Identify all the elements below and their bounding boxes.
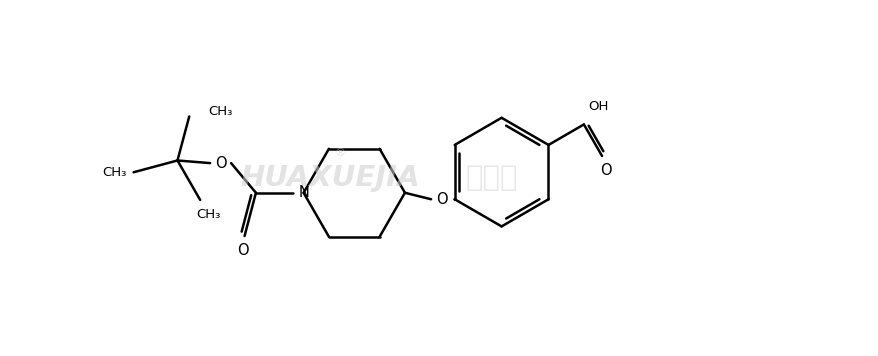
Text: 化学加: 化学加 <box>465 164 517 192</box>
Text: OH: OH <box>587 100 608 114</box>
Text: O: O <box>237 244 248 258</box>
Text: O: O <box>435 192 447 207</box>
Text: ®: ® <box>335 148 345 158</box>
Text: CH₃: CH₃ <box>197 208 221 221</box>
Text: CH₃: CH₃ <box>102 166 126 179</box>
Text: HUAXUEJIA: HUAXUEJIA <box>241 164 420 192</box>
Text: O: O <box>214 156 227 171</box>
Text: CH₃: CH₃ <box>208 105 233 118</box>
Text: N: N <box>298 185 309 200</box>
Text: O: O <box>600 163 612 178</box>
